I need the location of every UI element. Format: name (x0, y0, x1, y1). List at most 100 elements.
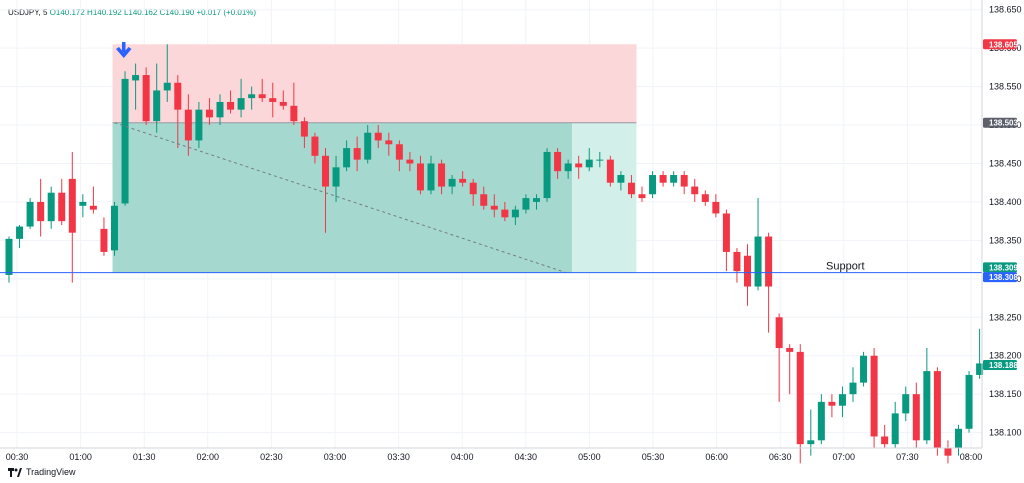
candle-body (227, 101, 235, 110)
candle-body (322, 155, 329, 187)
candle (438, 159, 446, 195)
candle-body (955, 428, 962, 448)
candle-body (744, 255, 751, 287)
candle-body (712, 201, 720, 214)
candle (374, 125, 382, 149)
candle (216, 94, 224, 126)
candle (163, 44, 171, 102)
candle-body (585, 159, 593, 168)
price-label-text: 138.188 (989, 361, 1018, 370)
candle (533, 194, 540, 210)
candle (722, 209, 730, 272)
candle (691, 178, 699, 202)
candle-body (881, 436, 889, 445)
candle (480, 186, 488, 210)
candle-body (427, 163, 435, 191)
candle (733, 248, 741, 283)
price-label-text: 138.605 (989, 40, 1018, 49)
candle (58, 178, 66, 225)
candle (269, 82, 277, 118)
price-axis: 138.650138.600138.550138.500138.450138.4… (981, 0, 1022, 448)
candle (659, 171, 667, 187)
candle-body (395, 144, 403, 160)
candle-body (817, 401, 825, 441)
time-tick-label: 07:00 (833, 452, 856, 462)
candle-body (121, 78, 129, 204)
candle-body (300, 121, 308, 137)
candle (47, 186, 55, 229)
price-label-tag: 138.605 (983, 39, 1018, 50)
candle-body (575, 163, 583, 168)
price-label-tag: 138.503 (983, 117, 1018, 128)
candle-body (406, 159, 414, 164)
candle (933, 367, 941, 456)
candle (416, 155, 424, 195)
price-tick-label: 138.200 (989, 351, 1022, 361)
candle (881, 424, 889, 448)
candle-body (554, 151, 562, 172)
time-tick-label: 07:30 (896, 452, 919, 462)
candle-body (522, 198, 530, 210)
candle-body (364, 132, 372, 160)
candle-body (680, 175, 688, 187)
candle (775, 313, 783, 402)
support-label: Support (826, 261, 865, 273)
candle (427, 155, 435, 195)
candle-body (311, 136, 319, 156)
time-tick-label: 05:30 (642, 452, 665, 462)
candle-body (786, 348, 794, 352)
candle-body (490, 205, 498, 210)
trend-dashed-line (114, 122, 567, 274)
arrow-down-icon (116, 42, 132, 58)
price-tick-label: 138.150 (989, 389, 1022, 399)
candle (322, 148, 329, 233)
candle (132, 63, 140, 110)
candle-body (944, 448, 952, 456)
candle (153, 63, 161, 133)
candle-body (902, 394, 910, 414)
candle-body (659, 175, 667, 183)
candle-body (100, 228, 108, 252)
candle (680, 171, 688, 195)
candle-body (269, 98, 277, 102)
candle (195, 101, 203, 149)
take-profit-zone-extension (572, 122, 637, 273)
candle-body (965, 374, 973, 429)
price-label-tag: 138.308 (983, 272, 1018, 283)
candle (891, 401, 899, 448)
candle-body (649, 175, 657, 195)
candle-body (469, 182, 477, 195)
candle (786, 344, 794, 395)
candle-body (912, 394, 920, 441)
candle (712, 194, 720, 218)
time-tick-label: 04:00 (451, 452, 474, 462)
time-tick-label: 04:30 (515, 452, 538, 462)
candle (79, 194, 87, 218)
candle-body (870, 355, 878, 437)
candle-body (89, 205, 97, 210)
time-tick-label: 03:30 (387, 452, 410, 462)
candle (849, 367, 857, 402)
time-tick-label: 01:00 (69, 452, 92, 462)
price-tick-label: 138.250 (989, 312, 1022, 322)
candle (364, 125, 372, 164)
price-label-tag: 138.309 (983, 262, 1018, 273)
candle (617, 171, 625, 191)
candle-body (701, 194, 709, 202)
candle-body (79, 201, 87, 206)
candle (5, 236, 13, 283)
candle (37, 178, 45, 237)
candle-body (828, 401, 836, 406)
candle-body (258, 94, 266, 99)
price-tick-label: 138.400 (989, 197, 1022, 207)
candle (142, 67, 150, 126)
candle-body (374, 132, 382, 141)
candle (205, 98, 213, 126)
candle-body (933, 371, 941, 448)
candle-body (606, 159, 614, 183)
candle-body (448, 178, 456, 187)
tradingview-brand: TradingView (8, 467, 76, 477)
candle (89, 186, 97, 214)
candle-body (37, 201, 45, 222)
